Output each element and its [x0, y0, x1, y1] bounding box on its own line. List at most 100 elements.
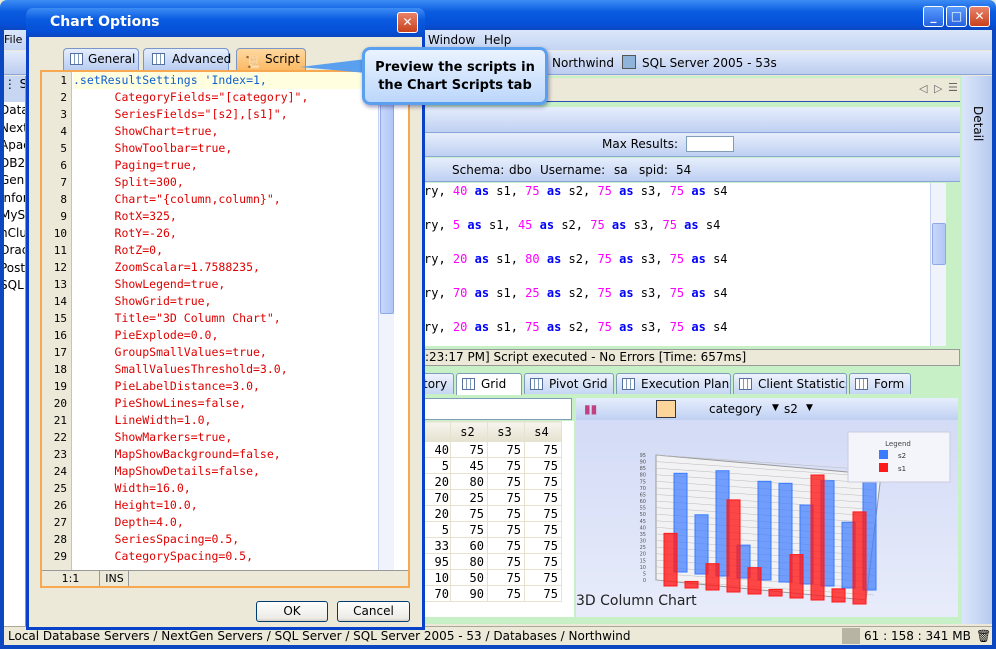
line-number: 20	[53, 397, 67, 410]
line-number: 29	[53, 550, 67, 563]
table-row[interactable]: 20 80 75 75	[424, 473, 562, 490]
edit-toolbar	[424, 107, 960, 133]
script-line: ShowLegend=true,	[73, 277, 226, 291]
cancel-button[interactable]: Cancel	[337, 601, 410, 622]
bar-s1	[663, 532, 678, 587]
table-row[interactable]: 33 60 75 75	[424, 537, 562, 554]
close-button[interactable]: ✕	[969, 6, 990, 27]
grid-view-toggle[interactable]	[656, 400, 676, 418]
chart-type-icon[interactable]: ▮▮	[584, 402, 598, 416]
column-header[interactable]	[424, 421, 451, 442]
y-tick-label: 60	[640, 499, 646, 505]
line-number: 3	[60, 108, 67, 121]
bar-s2	[757, 480, 772, 581]
tree-item[interactable]: Oracle	[4, 243, 25, 257]
results-grid[interactable]: s2 s3 s4 40 75 75 75 5 45 75 75 20 80 75 75 70 25 75 75 20 7…	[424, 421, 574, 617]
tab-execution-plan[interactable]: Execution Plan	[616, 373, 731, 394]
sql-editor[interactable]: ry, 40 as s1, 75 as s2, 75 as s3, 75 as …	[424, 183, 930, 346]
ok-button[interactable]: OK	[256, 601, 328, 622]
tab-client-statistics[interactable]: Client Statistics	[733, 373, 847, 394]
table-cell: 75	[450, 441, 488, 458]
tree-item[interactable]: Generic	[4, 173, 25, 187]
table-row[interactable]: 95 80 75 75	[424, 553, 562, 570]
detail-panel[interactable]: Detail	[962, 76, 992, 624]
menu-file[interactable]: File	[4, 33, 23, 46]
status-bar: Local Database Servers / NextGen Servers…	[4, 626, 992, 645]
menu-help[interactable]: Help	[484, 33, 512, 47]
column-header[interactable]: s4	[524, 421, 562, 442]
line-number: 12	[53, 261, 67, 274]
code-line: ry, 40 as s1, 75 as s2, 75 as s3, 75 as …	[424, 184, 728, 198]
y-tick-label: 0	[643, 578, 646, 584]
line-number: 11	[53, 244, 67, 257]
dialog-close-button[interactable]: ✕	[397, 12, 418, 33]
y-tick-label: 25	[640, 545, 646, 551]
table-row[interactable]: 20 75 75 75	[424, 505, 562, 522]
tree-item[interactable]: MySQL	[4, 208, 26, 222]
script-line: RotX=325,	[73, 209, 177, 223]
line-number: 24	[53, 465, 67, 478]
tab-form[interactable]: Form	[849, 373, 911, 394]
script-line: ShowChart=true,	[73, 124, 219, 138]
grid-filter-input[interactable]	[424, 398, 572, 420]
tree-item[interactable]: Apache	[4, 138, 25, 152]
series-dropdown[interactable]: s2	[784, 402, 798, 416]
category-dropdown[interactable]: category	[709, 402, 763, 416]
legend-box	[847, 431, 951, 483]
tree-item[interactable]: NextGen	[4, 120, 25, 135]
line-number: 7	[60, 176, 67, 189]
editor-scrollbar[interactable]	[930, 183, 946, 346]
tab-advanced[interactable]: Advanced	[143, 48, 231, 70]
line-number: 22	[53, 431, 67, 444]
tab-script[interactable]: 📜 Script	[236, 48, 306, 71]
minimize-button[interactable]: _	[923, 6, 944, 27]
table-row[interactable]: 70 90 75 75	[424, 585, 562, 602]
tab-pivot-grid[interactable]: Pivot Grid	[524, 373, 614, 394]
column-header[interactable]: s2	[450, 421, 488, 442]
chevron-down-icon[interactable]: ▼	[772, 403, 779, 413]
table-cell: 50	[450, 569, 488, 586]
server-label[interactable]: SQL Server 2005 - 53s	[642, 56, 777, 70]
tree-item[interactable]: Database	[4, 103, 25, 117]
chart-toolbar: ▮▮ category ▼ s2 ▼	[576, 398, 958, 420]
bar-s2	[778, 482, 793, 583]
tab-scroll-right-icon[interactable]: ▷	[934, 82, 943, 95]
table-cell: 75	[524, 489, 562, 506]
bar-s1	[747, 567, 762, 595]
script-scrollbar[interactable]	[378, 72, 394, 570]
query-toolbar: Max Results:	[424, 133, 960, 157]
script-text[interactable]: .setResultSettings 'Index=1, CategoryFie…	[73, 72, 378, 570]
tab-scroll-left-icon[interactable]: ◁	[919, 82, 928, 95]
y-tick-label: 95	[640, 453, 646, 459]
connection-tree[interactable]: ⋮ S Database NextGen Apache DB2 Generic …	[4, 76, 26, 626]
chevron-down-icon[interactable]: ▼	[806, 403, 813, 413]
line-number: 6	[60, 159, 67, 172]
tree-item[interactable]: Informix	[4, 190, 25, 205]
menu-window[interactable]: Window	[428, 33, 476, 47]
tree-item[interactable]: nCluster	[4, 225, 26, 240]
y-tick-label: 20	[640, 552, 646, 558]
tab-list-icon[interactable]: ☰	[948, 81, 958, 94]
column-header[interactable]: s3	[487, 421, 525, 442]
tab-grid[interactable]: Grid	[456, 373, 522, 395]
table-cell: 40	[424, 441, 451, 458]
line-number: 4	[60, 125, 67, 138]
memory-usage: 61 : 158 : 341 MB	[864, 629, 971, 643]
line-number: 17	[53, 346, 67, 359]
table-row[interactable]: 40 75 75 75	[424, 441, 562, 458]
connection-label[interactable]: Northwind	[552, 56, 614, 70]
trash-icon[interactable]: 🗑	[976, 629, 992, 643]
maximize-button[interactable]: □	[946, 6, 967, 27]
table-row[interactable]: 10 50 75 75	[424, 569, 562, 586]
table-row[interactable]: 5 75 75 75	[424, 521, 562, 538]
tab-general[interactable]: General	[63, 48, 139, 70]
tree-item[interactable]: SQL Server	[4, 278, 25, 292]
tab-label: Grid	[481, 377, 507, 391]
script-editor[interactable]: 1 2 3 4 5 6 7 8 9 10 11 12 13 14 15 16 17 18 19 20 21 22 23 24 2…	[40, 70, 410, 588]
tree-item[interactable]: PostgreSQL	[4, 260, 26, 275]
table-row[interactable]: 70 25 75 75	[424, 489, 562, 506]
table-row[interactable]: 5 45 75 75	[424, 457, 562, 474]
tree-item[interactable]: DB2	[4, 155, 26, 170]
script-line: Chart="{column,column}",	[73, 192, 281, 206]
max-results-input[interactable]	[686, 136, 734, 152]
